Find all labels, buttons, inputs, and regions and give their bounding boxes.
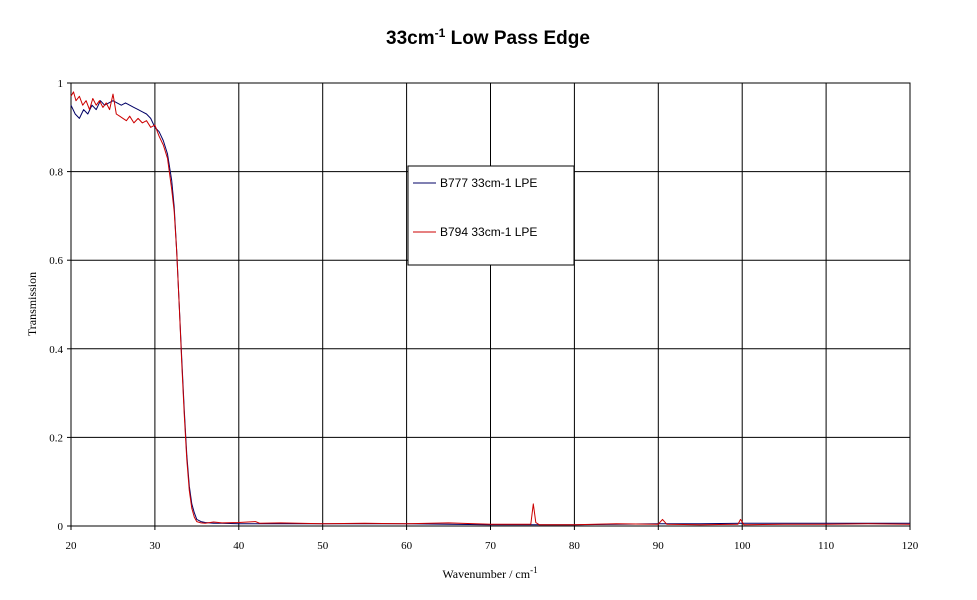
y-tick-label: 0.2 [49, 432, 63, 444]
x-axis-label-superscript: -1 [530, 565, 538, 575]
x-tick-label: 120 [902, 540, 919, 552]
chart-title-base: 33cm [386, 28, 435, 49]
x-tick-label: 40 [233, 540, 245, 552]
chart-title-superscript: -1 [435, 26, 446, 40]
x-tick-label: 50 [317, 540, 329, 552]
y-tick-label: 0 [58, 521, 64, 533]
x-tick-label: 60 [401, 540, 413, 552]
legend: B777 33cm-1 LPE B794 33cm-1 LPE [407, 165, 575, 266]
y-tick-label: 0.4 [49, 344, 63, 356]
chart-title-rest: Low Pass Edge [445, 28, 590, 49]
series-lines [70, 91, 911, 526]
x-tick-label: 100 [734, 540, 751, 552]
x-tick-label: 90 [653, 540, 665, 552]
legend-label-b794: B794 33cm-1 LPE [440, 225, 537, 239]
grid-lines [71, 83, 910, 526]
axis-ticks: 20 30 40 50 60 70 80 90 100 110 120 0 0.2 0.4 0.6 0.8 1 [49, 78, 919, 552]
legend-label-b777: B777 33cm-1 LPE [440, 176, 537, 190]
x-tick-label: 30 [149, 540, 161, 552]
chart-title: 33cm-1 Low Pass Edge [386, 26, 590, 49]
series-line-b794 [70, 91, 911, 526]
x-tick-label: 70 [485, 540, 497, 552]
x-axis-label: Wavenumber / cm-1 [442, 565, 537, 581]
y-tick-label: 1 [58, 78, 64, 90]
y-tick-label: 0.8 [49, 167, 63, 179]
x-axis-label-base: Wavenumber / cm [442, 567, 530, 581]
x-tick-label: 20 [66, 540, 78, 552]
y-tick-label: 0.6 [49, 255, 63, 267]
y-axis-label: Transmission [25, 272, 39, 336]
x-tick-label: 80 [569, 540, 581, 552]
x-tick-label: 110 [818, 540, 835, 552]
